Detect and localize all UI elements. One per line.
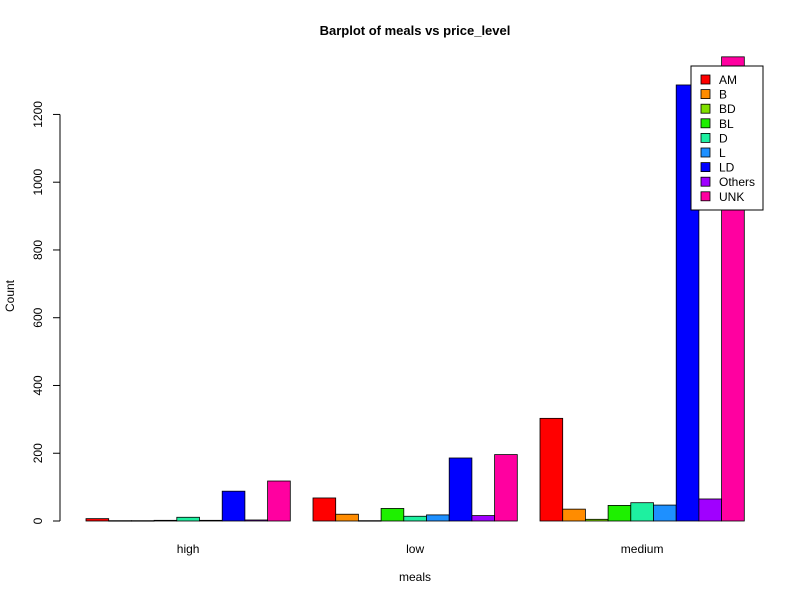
bar-high-L bbox=[199, 519, 223, 522]
bar-medium-D bbox=[630, 502, 654, 522]
bar-high-D bbox=[176, 516, 200, 522]
x-tick-label: low bbox=[406, 542, 424, 556]
bar-low-UNK bbox=[494, 454, 518, 522]
bar-high-AM bbox=[85, 518, 110, 522]
bar-low-BL bbox=[380, 508, 405, 522]
legend-label-BD: BD bbox=[719, 102, 736, 116]
legend-label-UNK: UNK bbox=[719, 190, 744, 204]
legend-swatch-Others bbox=[700, 176, 711, 187]
bar-high-BL bbox=[153, 519, 178, 522]
legend-label-BL: BL bbox=[719, 117, 734, 131]
bar-high-BD bbox=[130, 520, 155, 522]
x-axis-tick-labels: high low medium bbox=[177, 542, 664, 556]
legend-swatch-D bbox=[700, 132, 711, 143]
legend-swatch-BL bbox=[700, 118, 711, 129]
bar-medium-AM bbox=[539, 417, 564, 522]
legend-label-B: B bbox=[719, 88, 727, 102]
x-tick-label: high bbox=[177, 542, 200, 556]
bar-medium-Others bbox=[698, 498, 723, 522]
legend-label-LD: LD bbox=[719, 161, 735, 175]
legend-swatch-B bbox=[700, 89, 711, 99]
bar-high-B bbox=[108, 520, 132, 522]
y-tick-label: 600 bbox=[31, 307, 45, 327]
bar-high-Others bbox=[244, 519, 268, 522]
y-tick-label: 400 bbox=[31, 375, 45, 395]
bar-low-LD bbox=[448, 457, 473, 522]
bar-low-BD bbox=[357, 520, 382, 522]
y-tick-label: 1000 bbox=[31, 169, 45, 196]
legend-swatch-UNK bbox=[700, 191, 711, 202]
bar-medium-BD bbox=[585, 518, 609, 522]
x-tick-label: medium bbox=[621, 542, 664, 556]
bar-low-AM bbox=[312, 497, 337, 522]
legend-swatch-BD bbox=[700, 103, 711, 114]
y-axis-label: Count bbox=[3, 279, 17, 312]
bar-medium-B bbox=[562, 508, 586, 522]
legend-label-AM: AM bbox=[719, 73, 737, 87]
bars bbox=[85, 56, 745, 522]
legend-label-L: L bbox=[719, 146, 726, 160]
bar-low-Others bbox=[471, 515, 495, 522]
legend-swatch-LD bbox=[700, 162, 711, 173]
y-tick-label: 800 bbox=[31, 240, 45, 260]
y-axis: 0 200 400 600 800 1000 1200 bbox=[31, 101, 61, 524]
bar-high-UNK bbox=[267, 480, 291, 522]
legend-swatch-L bbox=[700, 147, 711, 158]
y-tick-label: 200 bbox=[31, 443, 45, 463]
bar-medium-BL bbox=[607, 505, 632, 522]
legend-swatch-AM bbox=[700, 74, 711, 85]
bar-high-LD bbox=[221, 490, 246, 522]
chart-title: Barplot of meals vs price_level bbox=[320, 23, 511, 38]
y-tick-label: 1200 bbox=[31, 101, 45, 128]
x-axis-label: meals bbox=[399, 570, 431, 584]
bar-low-B bbox=[335, 513, 359, 522]
bar-low-D bbox=[403, 515, 427, 522]
y-tick-label: 0 bbox=[31, 517, 45, 524]
bar-medium-L bbox=[653, 504, 677, 522]
legend-label-Others: Others bbox=[719, 175, 755, 189]
legend-label-D: D bbox=[719, 131, 728, 145]
bar-low-L bbox=[426, 514, 450, 522]
